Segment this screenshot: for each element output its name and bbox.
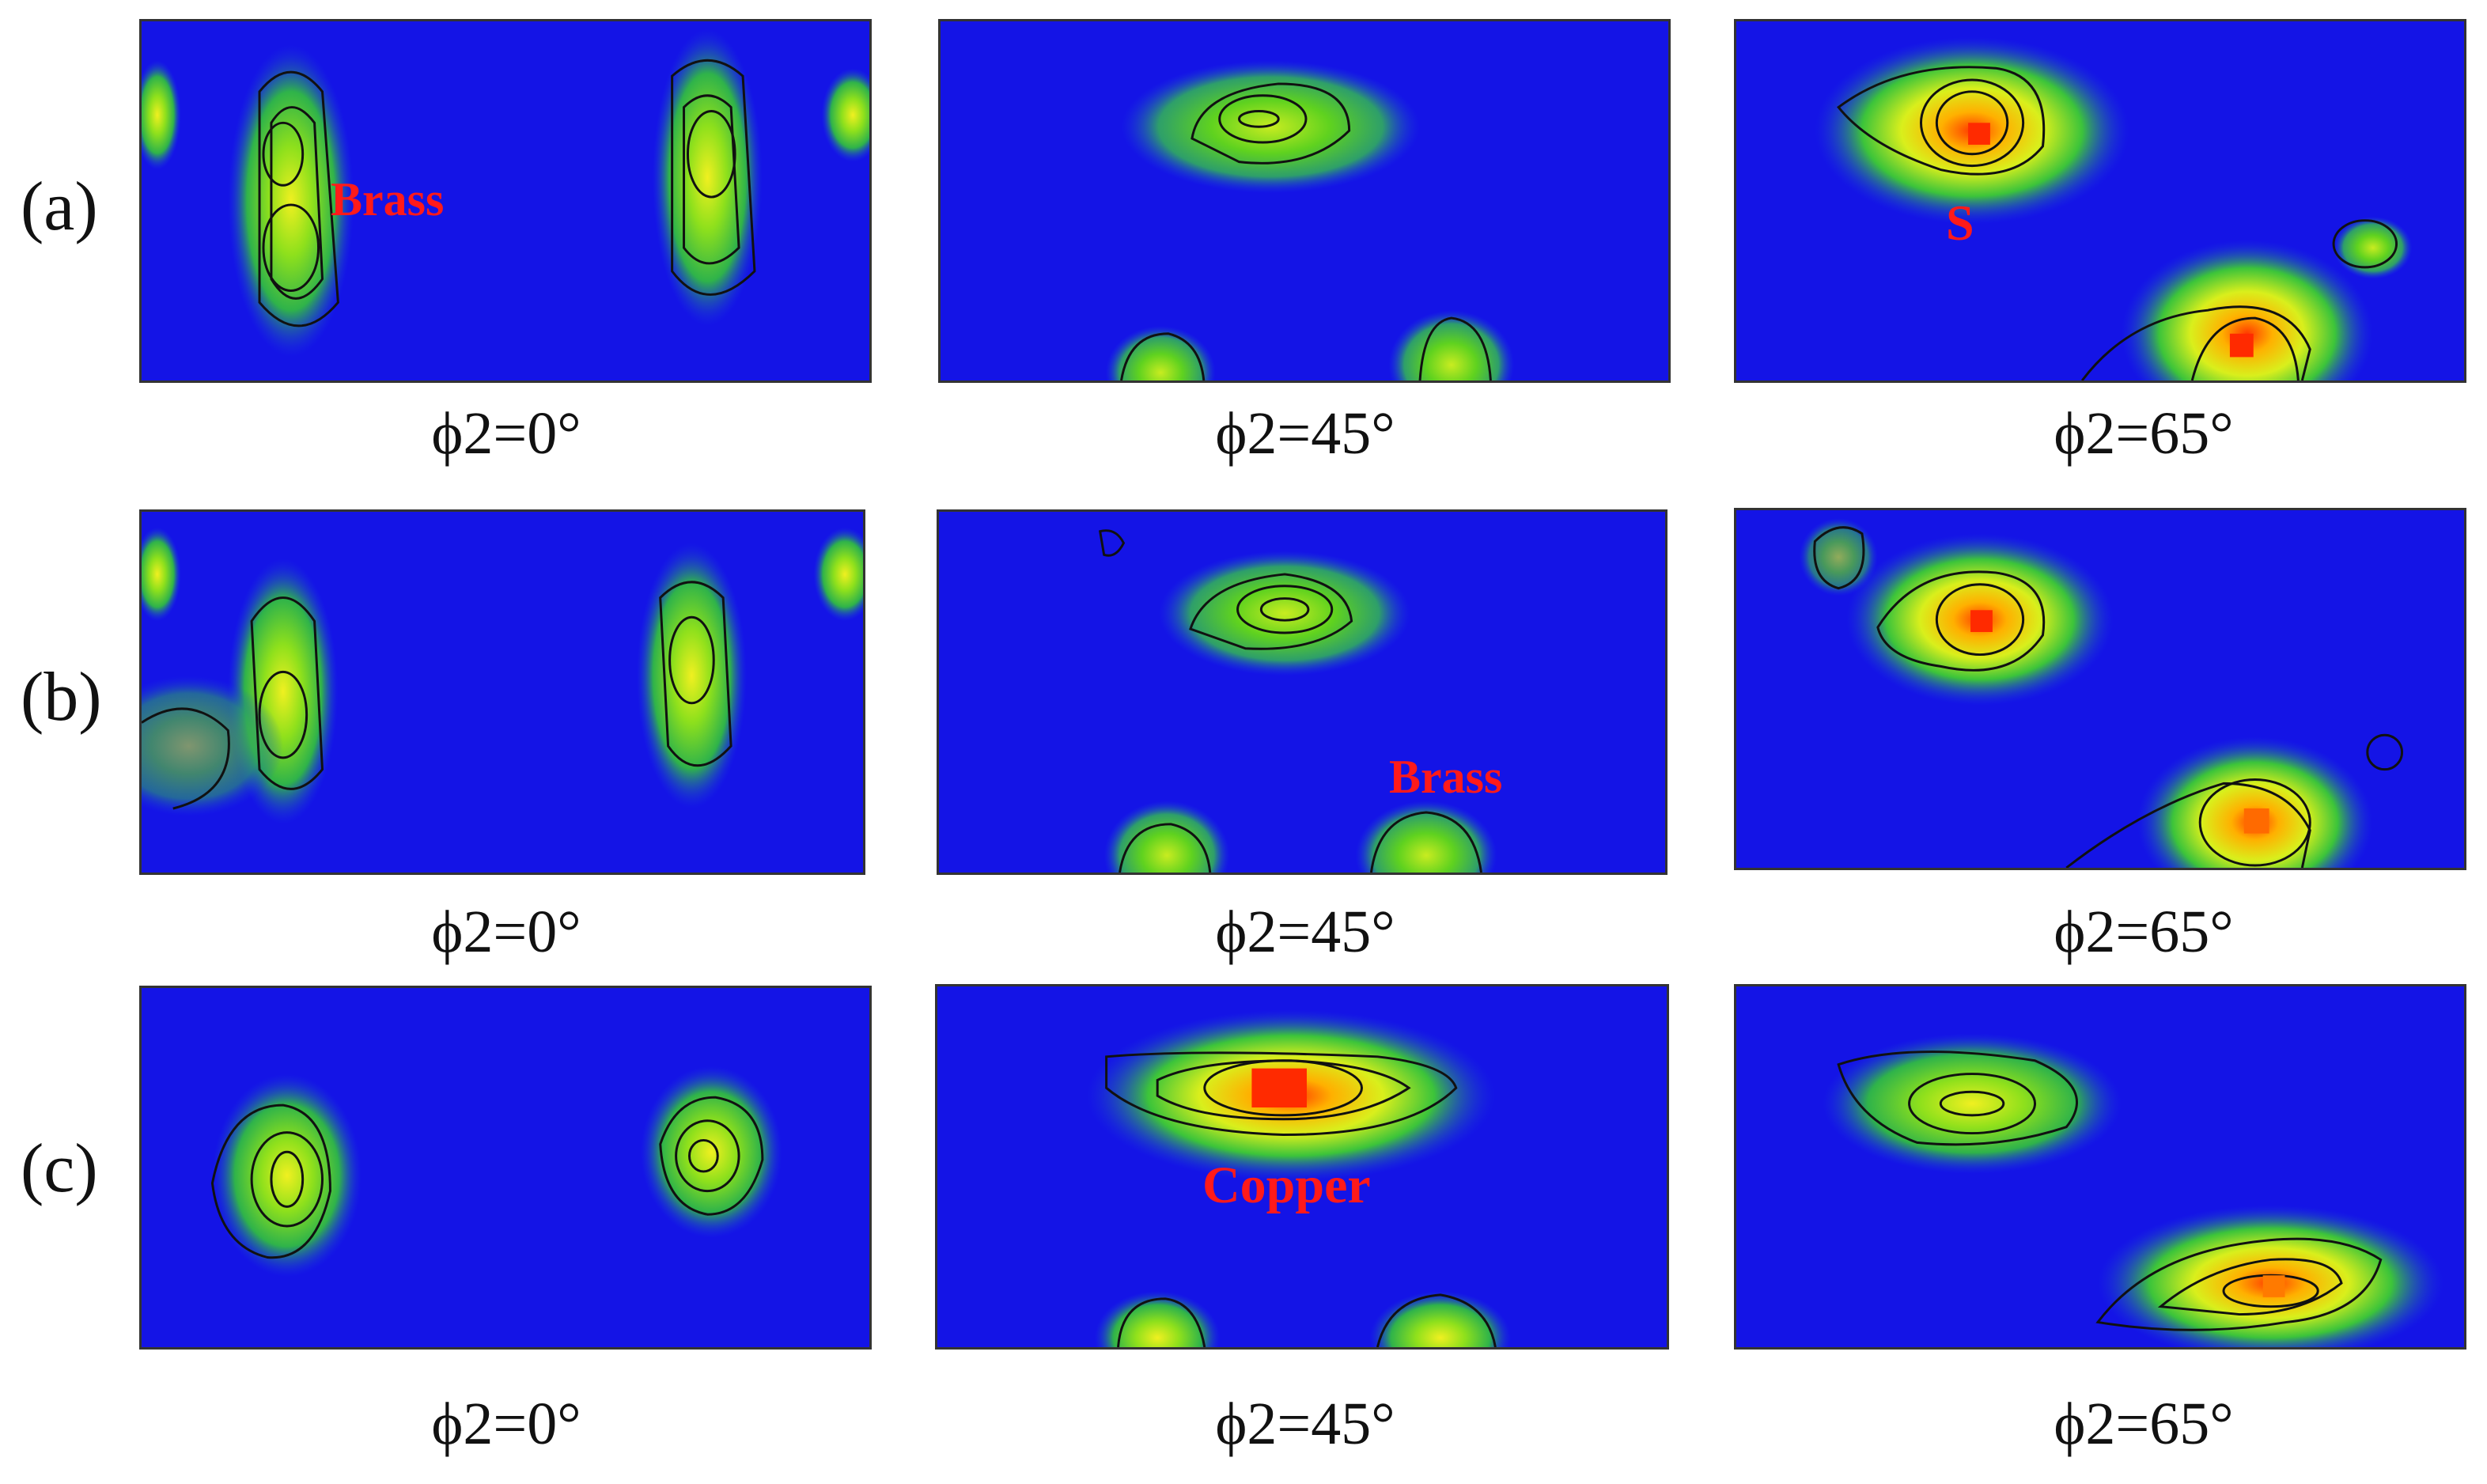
caption-b-phi2-45: ϕ2=45° (1215, 899, 1395, 965)
caption-a-phi2-0: ϕ2=0° (431, 400, 581, 467)
caption-a-phi2-65: ϕ2=65° (2054, 400, 2234, 467)
annotation-s-a: S (1946, 195, 1974, 251)
odf-map-a3 (1736, 21, 2464, 380)
odf-map-b3 (1736, 510, 2464, 868)
odf-section-c-phi2-0 (139, 986, 872, 1350)
caption-a-phi2-45: ϕ2=45° (1215, 400, 1395, 467)
annotation-brass-b: Brass (1389, 751, 1503, 803)
odf-section-b-phi2-65 (1734, 508, 2466, 870)
odf-section-a-phi2-65 (1734, 19, 2466, 383)
caption-c-phi2-0: ϕ2=0° (431, 1391, 581, 1457)
caption-b-phi2-0: ϕ2=0° (431, 899, 581, 965)
caption-c-phi2-65: ϕ2=65° (2054, 1391, 2234, 1457)
annotation-brass-a: Brass (331, 173, 445, 225)
odf-map-c1 (142, 988, 869, 1347)
odf-map-c3 (1736, 986, 2464, 1347)
odf-section-a-phi2-0 (139, 19, 872, 383)
odf-section-c-phi2-65 (1734, 984, 2466, 1350)
row-label-a: (a) (21, 168, 98, 245)
annotation-copper-c: Copper (1202, 1157, 1371, 1214)
odf-section-c-phi2-45 (935, 984, 1669, 1350)
row-label-c: (c) (21, 1130, 98, 1207)
odf-map-c2 (937, 986, 1667, 1347)
odf-section-b-phi2-0 (139, 509, 865, 875)
odf-map-b1 (142, 512, 863, 873)
odf-map-a1 (142, 21, 869, 380)
caption-b-phi2-65: ϕ2=65° (2054, 899, 2234, 965)
odf-section-b-phi2-45 (937, 509, 1667, 875)
odf-map-b2 (939, 512, 1665, 873)
odf-map-a2 (941, 21, 1668, 380)
caption-c-phi2-45: ϕ2=45° (1215, 1391, 1395, 1457)
odf-section-a-phi2-45 (938, 19, 1671, 383)
row-label-b: (b) (21, 659, 102, 736)
